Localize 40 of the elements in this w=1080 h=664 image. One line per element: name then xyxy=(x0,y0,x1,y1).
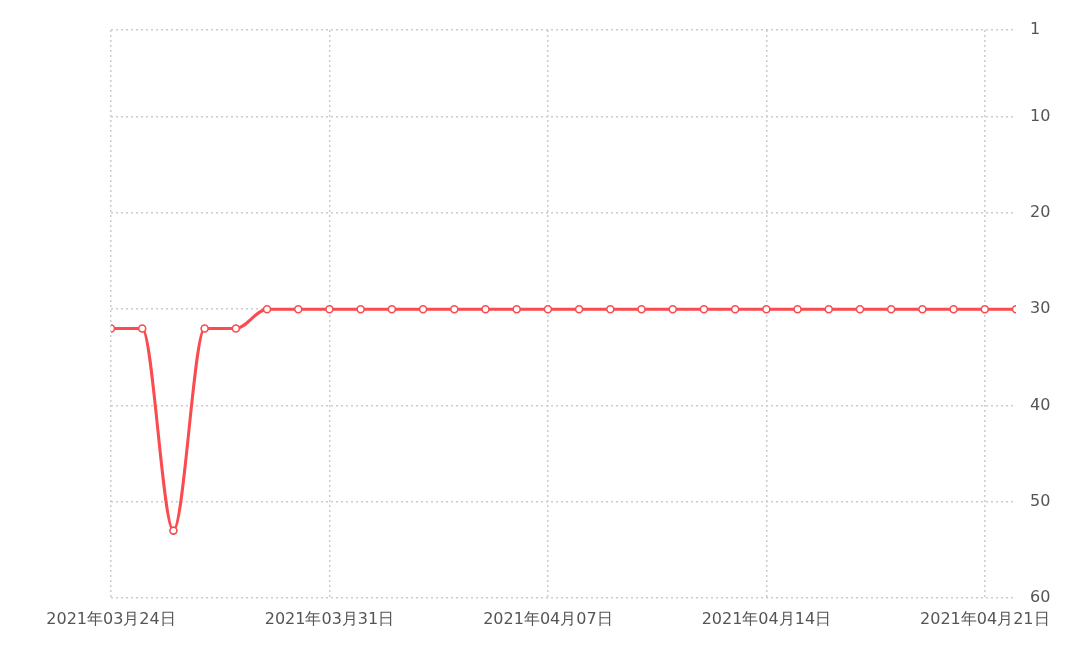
point xyxy=(637,304,646,314)
point xyxy=(137,324,147,333)
point xyxy=(356,304,365,314)
y-tick-label: 10 xyxy=(1030,105,1051,125)
point xyxy=(668,304,678,314)
x-tick-label: 2021年04月07日 xyxy=(483,608,613,628)
x-tick-label: 2021年03月24日 xyxy=(46,608,176,628)
point xyxy=(699,304,709,314)
point xyxy=(730,304,740,314)
point xyxy=(262,304,272,314)
point xyxy=(231,324,241,333)
point xyxy=(543,304,553,314)
point xyxy=(793,304,802,314)
point xyxy=(762,304,771,314)
y-tick-label: 50 xyxy=(1030,490,1051,510)
point xyxy=(387,304,397,314)
y-tick-label: 60 xyxy=(1030,587,1051,607)
point xyxy=(824,304,834,314)
y-tick-label: 40 xyxy=(1030,394,1051,414)
point xyxy=(418,304,428,314)
x-tick-label: 2021年04月21日 xyxy=(920,608,1050,628)
point xyxy=(949,304,958,314)
x-tick-label: 2021年04月14日 xyxy=(701,608,832,628)
point xyxy=(980,304,990,314)
point xyxy=(200,324,209,333)
point xyxy=(449,304,459,314)
point xyxy=(169,526,178,535)
point xyxy=(574,304,584,314)
x-tick-label: 2021年03月31日 xyxy=(264,608,395,628)
y-tick-label: 30 xyxy=(1030,298,1051,318)
point xyxy=(325,304,334,314)
y-tick-label: 1 xyxy=(1030,19,1041,39)
point xyxy=(512,304,521,314)
point xyxy=(606,304,615,314)
y-tick-label: 20 xyxy=(1030,202,1051,222)
point xyxy=(918,304,927,314)
point xyxy=(293,304,303,314)
point xyxy=(886,304,896,314)
point xyxy=(855,304,865,314)
point xyxy=(481,304,490,314)
